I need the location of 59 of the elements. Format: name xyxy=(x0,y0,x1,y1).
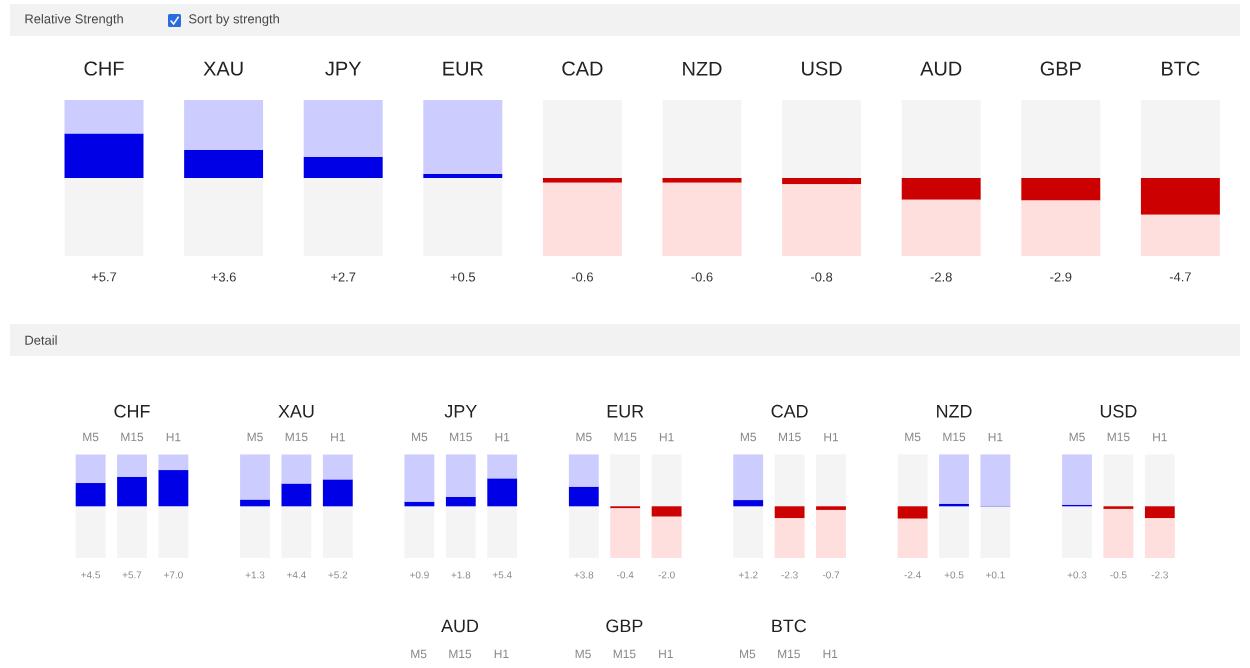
bar xyxy=(487,454,518,479)
bar xyxy=(542,177,622,183)
bar xyxy=(303,156,383,178)
bar xyxy=(662,182,742,256)
chart-title: JPY xyxy=(444,405,477,418)
x-tick-label: CHF xyxy=(84,61,124,76)
bar xyxy=(445,496,476,507)
bar xyxy=(404,454,435,502)
bar xyxy=(901,199,981,256)
x-tick-label: EUR xyxy=(443,61,483,76)
x-tick-label: XAU xyxy=(203,61,243,76)
bar xyxy=(1144,518,1175,558)
bar xyxy=(184,99,264,150)
text: BTC xyxy=(772,619,807,633)
bar xyxy=(303,99,383,157)
bar xyxy=(651,506,682,517)
bar xyxy=(1140,214,1220,256)
bar xyxy=(568,454,599,487)
bar xyxy=(901,177,981,200)
bar xyxy=(774,518,805,558)
bar xyxy=(240,454,270,500)
bar xyxy=(651,516,682,558)
chart-title: NZD xyxy=(937,405,972,418)
bar xyxy=(240,499,270,507)
bar xyxy=(117,454,147,477)
bar xyxy=(1021,177,1101,201)
x-tick-label: JPY xyxy=(325,61,362,76)
bar xyxy=(542,182,622,256)
x-tick-label: NZD xyxy=(683,61,722,76)
chart-title: USD xyxy=(1100,404,1137,418)
bar xyxy=(423,99,503,175)
x-tick-label: GBP xyxy=(1040,61,1081,76)
x-tick-label: AUD xyxy=(920,61,962,76)
bar xyxy=(158,454,189,471)
bar xyxy=(774,506,805,519)
text: AUD xyxy=(441,619,479,633)
chart-title: XAU xyxy=(278,405,314,418)
bar xyxy=(281,454,312,484)
bar xyxy=(64,99,144,134)
bar xyxy=(1021,200,1101,256)
bar xyxy=(733,500,764,507)
bar xyxy=(733,454,764,501)
x-tick-label: BTC xyxy=(1162,61,1200,76)
bar xyxy=(75,454,106,484)
bar xyxy=(782,184,862,256)
bar xyxy=(322,454,353,480)
bar xyxy=(1144,506,1175,519)
chart-title: CHF xyxy=(114,404,150,418)
x-tick-label: USD xyxy=(802,61,842,76)
bar xyxy=(897,506,928,519)
bar xyxy=(816,509,846,558)
bar xyxy=(445,454,476,497)
bar xyxy=(897,518,928,558)
chart-title: EUR xyxy=(607,405,644,418)
text: GBP xyxy=(606,619,643,633)
bar xyxy=(662,177,742,183)
x-tick-label: CAD xyxy=(562,61,603,76)
bar xyxy=(782,177,862,185)
chart-title: CAD xyxy=(771,404,808,418)
